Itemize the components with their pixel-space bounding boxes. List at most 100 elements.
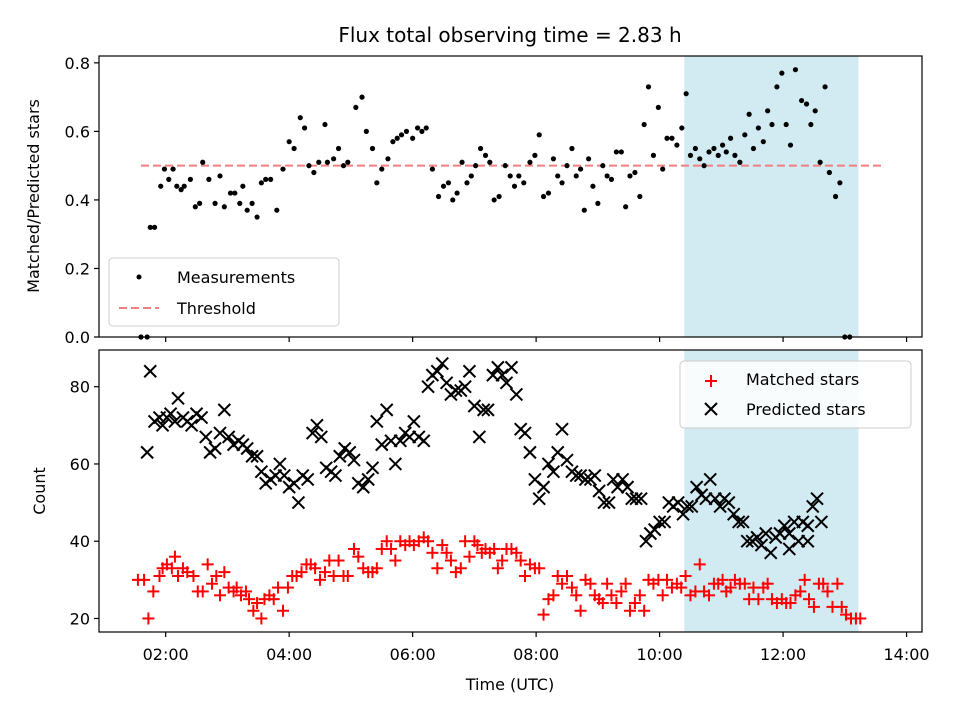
predicted-star-point xyxy=(740,534,754,548)
predicted-star-point xyxy=(140,445,154,460)
top-shaded-region xyxy=(684,56,859,337)
measurement-point xyxy=(808,121,814,128)
measurement-point xyxy=(555,173,561,179)
measurement-point xyxy=(511,183,518,189)
matched-star-point xyxy=(807,600,820,613)
predicted-star-point xyxy=(801,534,815,548)
matched-star-point xyxy=(255,612,268,625)
matched-star-point xyxy=(547,589,560,602)
measurement-point xyxy=(192,204,198,210)
measurement-point xyxy=(826,169,832,176)
measurement-point xyxy=(632,169,638,176)
matched-star-point xyxy=(153,569,166,582)
bottom-x-tick-label: 12:00 xyxy=(760,645,806,664)
measurement-point xyxy=(477,145,484,152)
bottom-y-axis-label: Count xyxy=(30,467,49,515)
matched-star-point xyxy=(218,566,231,579)
measurement-point xyxy=(158,183,164,189)
predicted-star-point xyxy=(536,480,551,494)
measurement-point xyxy=(468,173,474,179)
matched-star-point xyxy=(352,550,365,563)
measurement-point xyxy=(679,125,685,131)
matched-star-point xyxy=(205,577,218,590)
measurement-point xyxy=(324,159,331,165)
measurement-point xyxy=(227,190,234,196)
matched-star-point xyxy=(267,593,280,606)
predicted-star-point xyxy=(814,515,829,529)
measurement-point xyxy=(650,152,657,158)
predicted-star-point xyxy=(634,492,648,506)
measurement-point xyxy=(297,115,303,121)
chart-title: Flux total observing time = 2.83 h xyxy=(338,23,681,47)
measurement-point xyxy=(440,183,447,189)
measurement-point xyxy=(723,149,729,155)
measurement-point xyxy=(550,156,557,162)
predicted-star-point xyxy=(620,480,635,494)
predicted-star-point xyxy=(551,445,565,460)
matched-star-point xyxy=(454,562,467,575)
matched-star-point xyxy=(556,577,569,590)
measurement-point xyxy=(181,183,187,189)
matched-star-point xyxy=(510,546,523,559)
measurement-point xyxy=(600,163,606,169)
top-y-tick-label: 0.4 xyxy=(65,191,90,210)
predicted-star-point xyxy=(462,364,477,378)
legend-matched-marker xyxy=(705,375,717,387)
predicted-star-point xyxy=(647,522,662,537)
measurement-point xyxy=(286,139,292,145)
measurement-point xyxy=(536,132,542,138)
measurement-point xyxy=(507,173,513,179)
measurement-point xyxy=(331,156,337,162)
measurement-point xyxy=(306,163,312,169)
predicted-star-point xyxy=(417,434,431,448)
top-y-tick-label: 0.2 xyxy=(65,259,90,278)
predicted-star-point xyxy=(435,356,449,371)
measurement-point xyxy=(170,166,176,172)
matched-star-point xyxy=(444,554,457,567)
matched-star-point xyxy=(724,581,737,594)
matched-star-point xyxy=(385,542,398,555)
predicted-star-point xyxy=(689,480,704,494)
measurement-point xyxy=(732,152,738,158)
predicted-star-point xyxy=(305,426,320,440)
measurement-point xyxy=(692,145,699,152)
legend-matched-label: Matched stars xyxy=(746,370,859,389)
measurement-point xyxy=(783,121,789,128)
top-y-tick-label: 0.8 xyxy=(65,54,90,73)
predicted-star-point xyxy=(495,368,509,382)
measurement-point xyxy=(345,159,351,165)
measurement-point xyxy=(200,159,206,165)
bottom-x-axis-label: Time (UTC) xyxy=(465,675,554,694)
measurement-point xyxy=(221,204,227,210)
matched-star-point xyxy=(752,593,765,606)
measurement-point xyxy=(590,183,596,189)
predicted-star-point xyxy=(333,449,347,463)
top-panel: 0.00.20.40.60.8 Matched/Predicted stars … xyxy=(24,54,923,347)
measurement-point xyxy=(581,207,587,213)
matched-star-point xyxy=(628,597,641,610)
measurement-point xyxy=(683,91,689,97)
predicted-star-point xyxy=(602,495,616,510)
measurement-point xyxy=(212,200,218,206)
measurement-point xyxy=(573,173,579,179)
predicted-star-point xyxy=(523,445,537,460)
measurement-point xyxy=(291,145,297,152)
predicted-star-point xyxy=(499,376,514,390)
matched-star-point xyxy=(514,554,527,567)
bottom-x-tick-label: 02:00 xyxy=(143,645,189,664)
measurement-point xyxy=(608,176,615,182)
matched-star-point xyxy=(276,604,289,617)
measurement-point xyxy=(240,183,246,189)
matched-star-point xyxy=(656,589,669,602)
matched-star-point xyxy=(638,604,651,617)
measurement-point xyxy=(545,190,552,196)
measurement-point xyxy=(353,104,359,111)
measurement-point xyxy=(454,190,460,196)
measurement-point xyxy=(174,183,180,189)
matched-star-point xyxy=(243,593,256,606)
measurement-point xyxy=(385,156,391,162)
matched-star-point xyxy=(623,604,636,617)
measurement-point xyxy=(701,163,707,169)
predicted-star-point xyxy=(801,519,815,533)
matched-star-point xyxy=(426,546,439,559)
